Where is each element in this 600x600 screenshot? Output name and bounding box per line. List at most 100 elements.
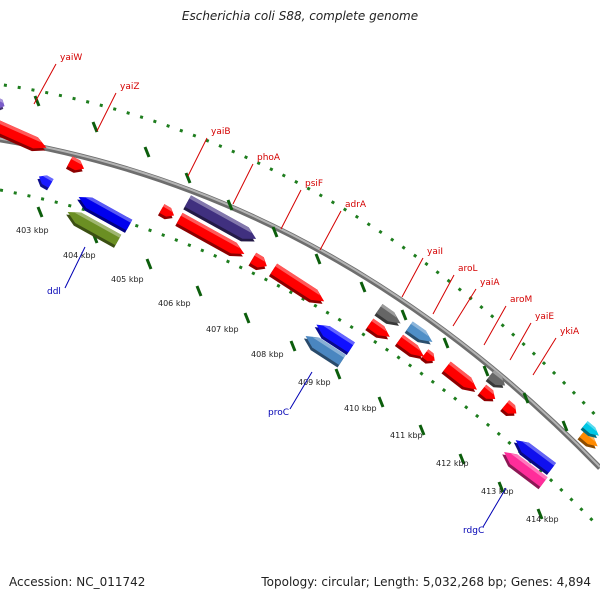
kbp-tick — [497, 481, 505, 493]
gene-leader-line — [289, 371, 313, 410]
gene-arrow — [0, 97, 5, 112]
upper-tick — [226, 199, 234, 211]
gene-arrow-body — [582, 421, 599, 436]
upper-tick — [314, 253, 322, 265]
kbp-tick — [377, 396, 385, 408]
gene-arrow-body — [176, 212, 245, 254]
gene-arrow — [37, 175, 54, 191]
gene-arrow — [183, 195, 257, 242]
gene-leader-line — [187, 137, 208, 177]
gene-arrow-highlight — [484, 384, 494, 395]
map-title: Escherichia coli S88, complete genome — [181, 9, 419, 23]
gene-label: proC — [268, 408, 289, 418]
gene-arrow — [268, 263, 325, 304]
kbp-label: 409 kbp — [298, 378, 331, 387]
gene-arrow-highlight — [275, 263, 321, 296]
kbp-tick — [243, 312, 251, 324]
kbp-tick — [536, 508, 544, 520]
gene-arrow — [248, 252, 267, 271]
gene-arrow-highlight — [323, 325, 355, 346]
kbp-label: 414 kbp — [526, 515, 559, 524]
upper-tick — [33, 95, 41, 107]
kbp-label: 405 kbp — [111, 275, 144, 284]
gene-arrow-highlight — [586, 421, 597, 432]
gene-arrow — [502, 451, 548, 490]
gene-leader-line — [232, 163, 254, 205]
upper-tick — [442, 337, 450, 349]
gene-arrow-body — [184, 195, 257, 239]
gene-arrow — [365, 318, 390, 340]
gene-arrow — [404, 321, 433, 345]
kbp-tick — [36, 206, 44, 218]
gene-label: psiF — [305, 179, 323, 189]
gene-arrow — [580, 421, 599, 439]
gene-label: adrA — [345, 200, 367, 210]
kbp-tick — [145, 258, 153, 270]
gene-arrow-highlight — [189, 195, 252, 234]
lower-dot-track — [0, 188, 600, 530]
gene-leader-line — [532, 337, 557, 376]
upper-tick — [561, 420, 569, 432]
upper-tick — [482, 365, 490, 377]
kbp-label: 403 kbp — [16, 226, 49, 235]
gene-arrow — [77, 196, 133, 233]
gene-arrow-highlight — [380, 304, 397, 318]
gene-arrow — [513, 440, 556, 476]
gene-arrow — [157, 204, 175, 220]
upper-tick — [184, 172, 192, 184]
gene-arrow-highlight — [0, 118, 42, 143]
kbp-label: 404 kbp — [63, 251, 96, 260]
tick-dot-tracks — [0, 82, 600, 530]
gene-arrow-body — [406, 321, 433, 343]
kbp-tick — [334, 368, 342, 380]
kbp-label: 411 kbp — [390, 431, 423, 440]
upper-tick — [91, 121, 99, 133]
gene-arrow-highlight — [371, 318, 387, 332]
gene-label: yaiA — [480, 278, 500, 288]
gene-arrow-highlight — [401, 334, 421, 351]
gene-arrow-highlight — [71, 156, 82, 165]
gene-arrow — [303, 336, 346, 368]
gene-leader-line — [452, 288, 477, 327]
gene-features — [0, 97, 599, 490]
backbone-highlight — [0, 137, 600, 468]
gene-arrow-highlight — [426, 349, 434, 358]
kbp-ticks: 403 kbp 404 kbp 405 kbp 406 kbp 407 kbp 408 k… — [16, 95, 569, 524]
gene-leader-line — [483, 305, 507, 346]
kbp-label: 406 kbp — [158, 299, 191, 308]
kbp-label: 408 kbp — [251, 350, 284, 359]
gene-arrow-highlight — [410, 321, 429, 337]
gene-arrow-body — [316, 324, 355, 353]
gene-arrow-highlight — [492, 370, 504, 381]
gene-arrow-highlight — [312, 337, 346, 358]
gene-arrow-body — [443, 361, 477, 390]
gene-arrow-body — [159, 204, 175, 217]
gene-arrow-body — [78, 196, 133, 231]
gene-arrow-body — [367, 318, 390, 337]
gene-arrow-body — [305, 336, 346, 366]
gene-arrow — [65, 156, 85, 173]
gene-arrow-highlight — [74, 212, 122, 238]
accession-text: Accession: NC_011742 — [9, 575, 146, 589]
gene-arrow-body — [515, 440, 556, 473]
gene-label: yaiW — [60, 53, 82, 63]
gene-arrow — [441, 361, 477, 393]
kbp-label: 412 kbp — [436, 459, 469, 468]
gene-arrow — [500, 400, 517, 416]
gene-leader-line — [401, 257, 424, 298]
gene-arrow-body — [396, 334, 425, 357]
gene-arrow-highlight — [507, 400, 516, 410]
gene-label: ykiA — [560, 327, 580, 337]
kbp-label: 413 kbp — [481, 487, 514, 496]
gene-label: rdgC — [463, 526, 484, 536]
upper-tick — [522, 392, 530, 404]
gene-arrow-highlight — [43, 175, 54, 182]
gene-label: yaiI — [427, 247, 443, 257]
gene-label: yaiE — [535, 312, 554, 322]
gene-arrow-highlight — [163, 204, 173, 212]
gene-leader-line — [64, 246, 86, 289]
gene-arrow-highlight — [254, 252, 265, 262]
